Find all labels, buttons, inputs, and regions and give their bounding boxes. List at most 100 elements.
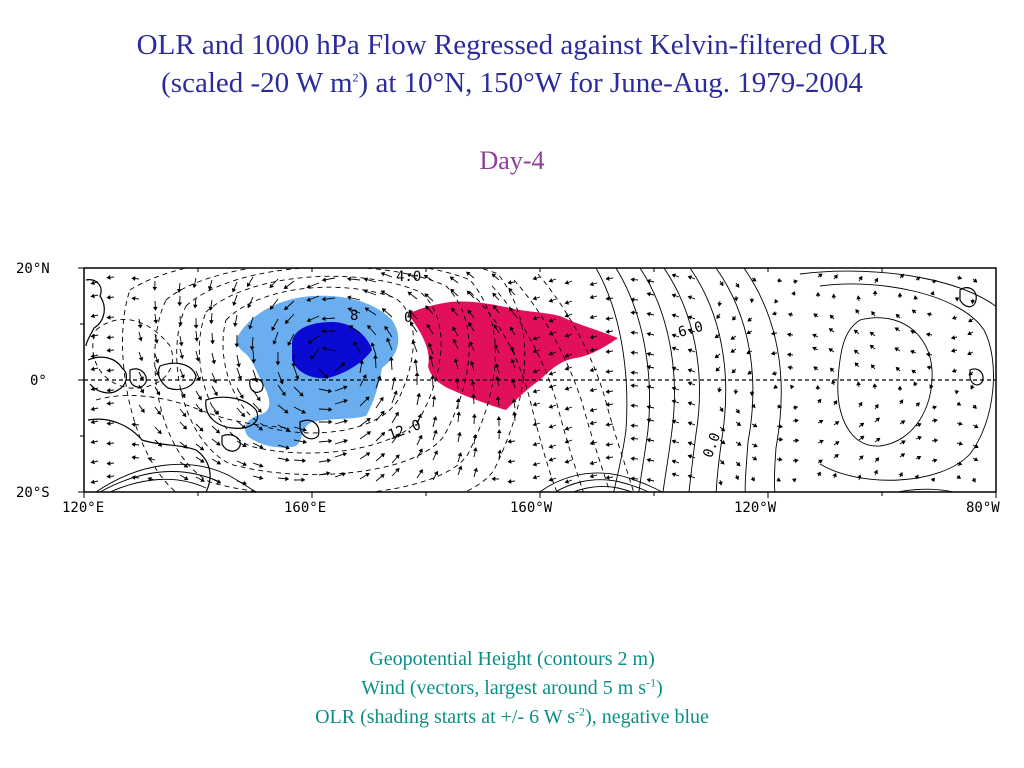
wind-vector-arrowhead (467, 309, 472, 315)
wind-vector-arrowhead (564, 300, 570, 305)
lat-label-20s: 20°S (16, 485, 50, 501)
wind-vector-arrowhead (548, 318, 554, 323)
wind-vector-arrowhead (929, 384, 934, 389)
wind-vector-arrowhead (532, 315, 537, 321)
wind-vector-arrowhead (970, 299, 976, 305)
wind-vector-arrowhead (874, 277, 879, 283)
wind-vector-arrowhead (343, 438, 348, 444)
wind-vector-arrowhead (507, 479, 512, 484)
wind-vector-arrowhead (875, 417, 880, 422)
wind-vector-arrowhead (718, 481, 723, 486)
wind-vector-arrowhead (717, 302, 722, 307)
wind-vector-arrowhead (857, 474, 862, 479)
wind-vector-arrowhead (894, 347, 899, 352)
wind-vector-arrowhead (471, 393, 476, 398)
wind-vector-arrowhead (589, 473, 594, 479)
wind-vector-arrowhead (779, 436, 784, 442)
wind-vector-arrowhead (90, 406, 95, 412)
wind-vector-arrowhead (365, 396, 370, 401)
wind-vector-arrowhead (646, 437, 651, 443)
wind-vector-arrowhead (630, 350, 635, 356)
wind-vector-arrowhead (380, 410, 385, 416)
wind-vector-arrowhead (874, 403, 879, 409)
wind-vector-arrowhead (176, 288, 182, 294)
wind-vector-arrowhead (858, 275, 863, 281)
wind-vector-arrowhead (90, 479, 95, 485)
wind-vector-arrowhead (237, 375, 242, 381)
wind-vector-arrowhead (285, 445, 290, 450)
wind-vector-arrowhead (871, 310, 876, 316)
wind-vector-arrowhead (854, 362, 860, 367)
wind-vector-arrowhead (306, 284, 311, 289)
wind-vector-arrowhead (271, 326, 276, 331)
wind-vector-arrowhead (379, 396, 384, 402)
wind-vector-arrowhead (671, 419, 677, 424)
wind-vector-arrowhead (815, 384, 821, 390)
wind-vector-arrowhead (589, 314, 594, 320)
wind-vector-arrowhead (753, 443, 758, 448)
wind-vector-arrowhead (424, 293, 429, 298)
wind-vector-arrowhead (828, 328, 834, 333)
wind-vector-arrowhead (816, 471, 821, 477)
wind-vector-arrowhead (181, 393, 186, 399)
wind-vector-arrowhead (733, 390, 739, 395)
wind-vector-arrowhead (646, 351, 651, 357)
wind-vector-arrowhead (301, 477, 306, 483)
wind-vector-arrowhead (373, 354, 378, 359)
wind-vector-arrowhead (259, 463, 264, 468)
wind-vector-arrowhead (630, 277, 635, 283)
wind-vector-arrowhead (817, 398, 822, 404)
wind-vector-arrowhead (155, 371, 160, 377)
wind-vector-arrowhead (548, 457, 554, 462)
wind-vector-arrowhead (605, 329, 610, 334)
wind-vector-arrowhead (793, 279, 798, 284)
wind-vector-arrowhead (90, 333, 95, 339)
wind-vector-arrowhead (749, 392, 755, 397)
wind-vector-arrowhead (750, 477, 755, 482)
wind-vector-arrowhead (671, 399, 677, 404)
wind-vector-arrowhead (853, 329, 859, 334)
wind-vector-arrowhead (589, 281, 594, 287)
regression-map: 20°N 0° 20°S 120°E 160°E 160°W 120°W 80°… (0, 250, 1024, 520)
wind-vector-arrowhead (605, 455, 610, 460)
wind-vector-arrowhead (833, 400, 838, 405)
wind-vector-arrowhead (671, 472, 677, 477)
wind-vector-arrowhead (140, 408, 145, 413)
wind-vector-arrowhead (732, 316, 737, 321)
wind-vector-arrowhead (532, 474, 537, 480)
title-line-2-post: ) at 10°N, 150°W for June-Aug. 1979-2004 (358, 67, 863, 99)
wind-vector-arrowhead (321, 277, 327, 283)
wind-vector-arrowhead (178, 342, 184, 347)
wind-vector-arrowhead (855, 308, 860, 314)
wind-vector-arrowhead (972, 404, 977, 409)
wind-vector-arrowhead (911, 309, 917, 314)
wind-vector-arrowhead (248, 325, 253, 330)
caption-line-3-sup: -2 (575, 704, 586, 719)
wind-vector-arrowhead (408, 309, 413, 315)
wind-vector-arrowhead (813, 366, 818, 371)
wind-vector-arrowhead (771, 371, 777, 376)
wind-vector-arrowhead (367, 324, 372, 330)
wind-vector-arrowhead (106, 441, 111, 446)
wind-vector-arrowhead (493, 324, 498, 329)
wind-vector-arrowhead (733, 297, 739, 302)
wind-vector-arrowhead (510, 346, 515, 351)
wind-vector-arrowhead (106, 275, 111, 280)
wind-vector-arrowhead (736, 461, 741, 467)
wind-vector-arrowhead (210, 340, 215, 345)
wind-vector-arrowhead (687, 275, 693, 280)
wind-vector-arrowhead (380, 431, 386, 437)
wind-vector-arrowhead (532, 295, 537, 301)
wind-vector-arrowhead (199, 458, 205, 463)
wind-vector-arrowhead (589, 347, 594, 353)
wind-vector-arrowhead (915, 402, 921, 407)
wind-vector-arrowhead (719, 407, 724, 413)
wind-vector-arrowhead (423, 274, 429, 280)
wind-vector-arrowhead (954, 297, 960, 302)
wind-vector-arrowhead (395, 454, 400, 459)
wind-vector-arrowhead (232, 301, 237, 307)
wind-vector-arrowhead (363, 289, 368, 294)
wind-vector-arrowhead (833, 274, 838, 279)
wind-vector-arrowhead (287, 341, 292, 346)
wind-vector-arrowhead (451, 307, 456, 312)
